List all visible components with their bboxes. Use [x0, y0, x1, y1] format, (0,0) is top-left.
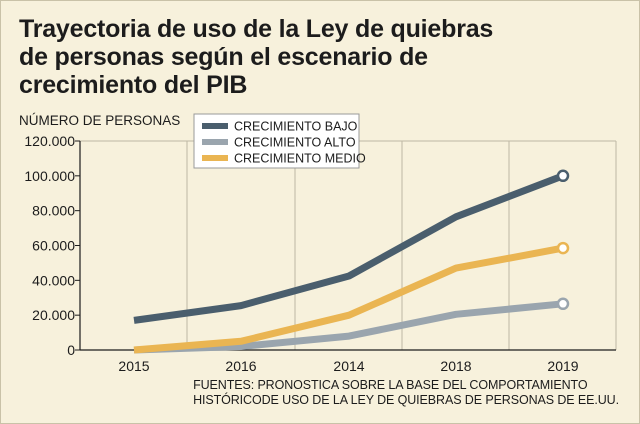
- x-tick-label-1: 2016: [225, 358, 256, 374]
- title-line-1: Trayectoria de uso de la Ley de quiebras: [19, 15, 494, 43]
- x-tick-label-4: 2019: [547, 358, 578, 374]
- y-tick-label-2: 40.000: [32, 272, 75, 288]
- y-axis-label: NÚMERO DE PERSONAS: [19, 113, 180, 128]
- x-tick-label-2: 2014: [333, 358, 364, 374]
- source-line-2: HISTÓRICODE USO DE LA LEY DE QUIEBRAS DE…: [193, 393, 619, 407]
- legend-label-bajo: CRECIMIENTO BAJO: [234, 120, 358, 134]
- y-tick-label-0: 0: [67, 342, 75, 358]
- series-line-bajo: [133, 172, 565, 324]
- y-tick-label-6: 120.000: [24, 133, 75, 149]
- x-tick-label-3: 2018: [440, 358, 471, 374]
- y-tick-label-3: 60.000: [32, 238, 75, 254]
- y-tick-label-5: 100.000: [24, 168, 75, 184]
- series-line-medio: [133, 244, 564, 354]
- x-tick-label-0: 2015: [118, 358, 149, 374]
- series-endpoint-alto: [556, 297, 570, 311]
- series-endpoint-medio: [556, 241, 570, 255]
- series-endpoint-bajo: [556, 169, 570, 183]
- legend-label-alto: CRECIMIENTO ALTO: [234, 136, 356, 150]
- title-line-3: crecimiento del PIB: [19, 71, 248, 99]
- legend-label-medio: CRECIMIENTO MEDIO: [234, 152, 366, 166]
- source-line-1: FUENTES: PRONOSTICA SOBRE LA BASE DEL CO…: [193, 378, 588, 392]
- y-tick-label-1: 20.000: [32, 307, 75, 323]
- chart-title: Trayectoria de uso de la Ley de quiebras…: [19, 15, 619, 99]
- y-tick-label-4: 80.000: [32, 203, 75, 219]
- source-note: FUENTES: PRONOSTICA SOBRE LA BASE DEL CO…: [193, 378, 619, 408]
- title-line-2: de personas según el escenario de: [19, 43, 428, 71]
